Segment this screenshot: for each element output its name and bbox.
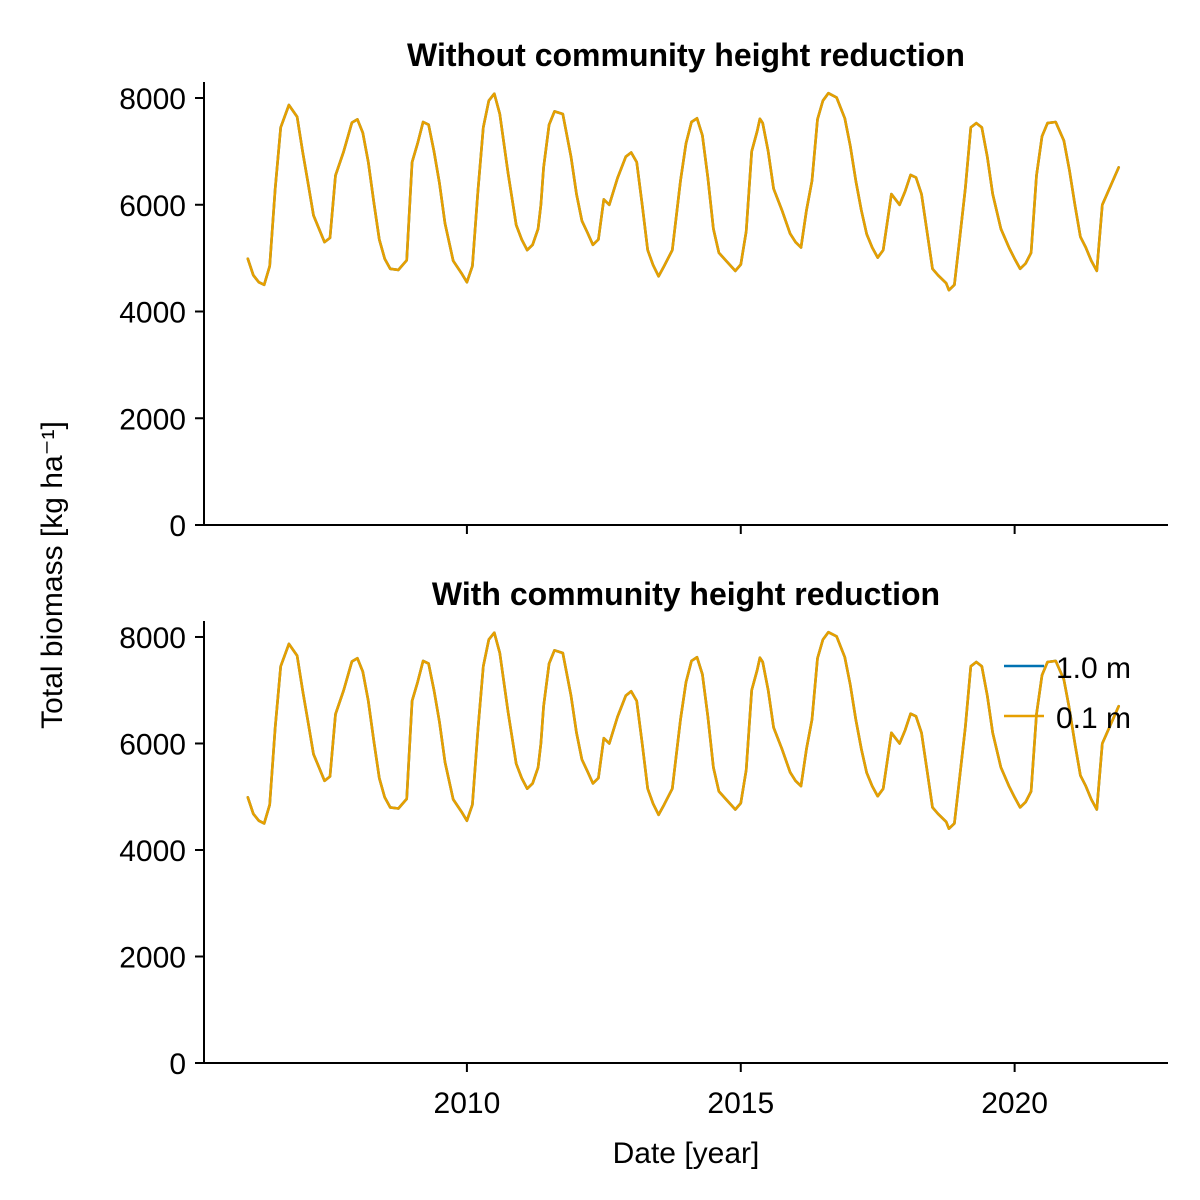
panel-with-reduction: With community height reduction 0 2000 4…	[119, 576, 1168, 1170]
series-line-0-1-m	[248, 93, 1119, 290]
y-tick-label: 2000	[119, 941, 186, 974]
y-ticks: 0 2000 4000 6000 8000	[119, 83, 204, 543]
y-tick-label: 6000	[119, 190, 186, 223]
y-tick-label: 0	[169, 510, 186, 543]
y-tick-label: 2000	[119, 403, 186, 436]
y-tick-label: 8000	[119, 83, 186, 116]
series-line-0-1-m	[248, 632, 1119, 829]
legend-label-0-1-m: 0.1 m	[1056, 702, 1131, 735]
x-tick-label: 2015	[707, 1087, 774, 1120]
series-line-1-0-m	[248, 632, 1119, 829]
y-tick-label: 6000	[119, 728, 186, 761]
panel-title: With community height reduction	[432, 576, 940, 612]
y-axis-label: Total biomass [kg ha⁻¹]	[36, 421, 69, 729]
y-ticks: 0 2000 4000 6000 8000	[119, 622, 204, 1081]
x-ticks	[467, 525, 1015, 534]
x-tick-label: 2010	[434, 1087, 501, 1120]
y-tick-label: 4000	[119, 835, 186, 868]
panel-without-reduction: Without community height reduction 0 200…	[119, 37, 1168, 543]
y-tick-label: 8000	[119, 622, 186, 655]
x-axis-label: Date [year]	[613, 1137, 760, 1170]
panel-title: Without community height reduction	[407, 37, 965, 73]
series-line-1-0-m	[248, 93, 1119, 290]
legend-label-1-0-m: 1.0 m	[1056, 652, 1131, 685]
x-ticks: 2010 2015 2020	[434, 1063, 1048, 1120]
y-tick-label: 0	[169, 1048, 186, 1081]
x-tick-label: 2020	[981, 1087, 1048, 1120]
y-tick-label: 4000	[119, 297, 186, 330]
